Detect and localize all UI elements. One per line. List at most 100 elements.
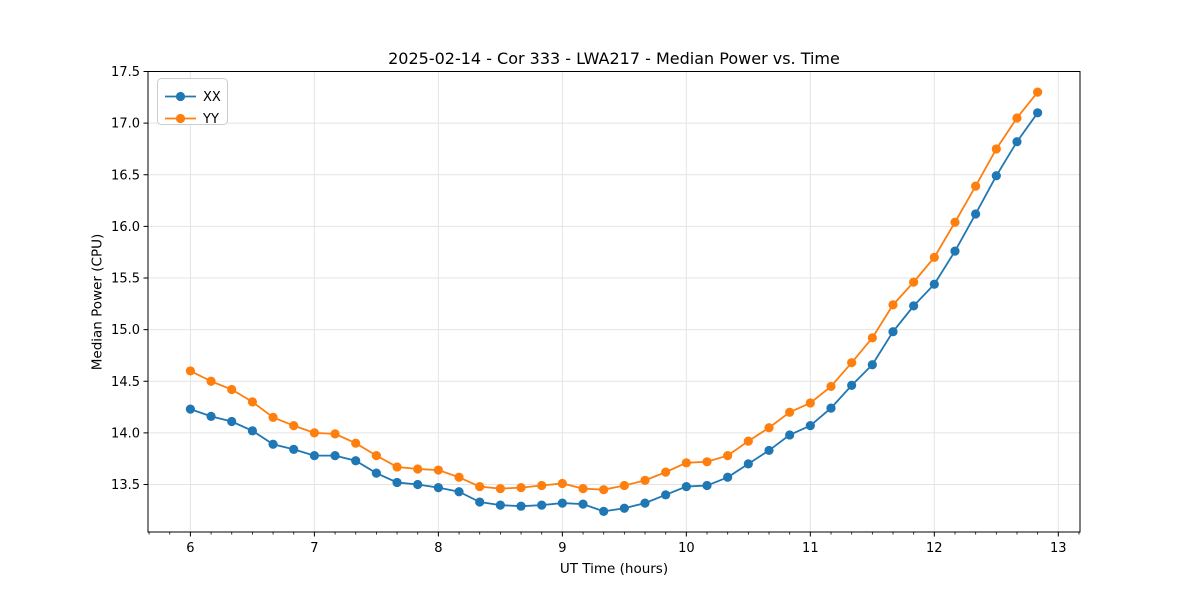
series-xx-marker xyxy=(619,503,629,513)
series-yy-marker xyxy=(681,458,691,468)
series-yy-marker xyxy=(640,475,650,485)
x-tick-label: 7 xyxy=(310,541,318,556)
series-yy-marker xyxy=(950,217,960,227)
series-yy-marker xyxy=(661,467,671,477)
series-xx-marker xyxy=(475,497,485,507)
series-xx-marker xyxy=(661,490,671,500)
series-yy-marker xyxy=(909,277,919,287)
series-xx-marker xyxy=(495,500,505,510)
series-yy-marker xyxy=(599,485,609,495)
series-yy-marker xyxy=(929,252,939,262)
series-xx-marker xyxy=(681,481,691,492)
x-tick-label: 13 xyxy=(1050,541,1067,556)
series-xx-marker xyxy=(516,501,526,511)
x-tick-label: 12 xyxy=(926,541,943,556)
x-tick-label: 6 xyxy=(186,541,194,556)
series-xx-marker xyxy=(888,327,898,337)
series-xx-marker xyxy=(247,426,257,436)
series-yy-marker xyxy=(289,421,299,431)
series-xx-marker xyxy=(557,498,567,508)
series-xx-marker xyxy=(640,498,650,508)
y-tick-label: 16.5 xyxy=(111,168,140,183)
series-yy-marker xyxy=(971,181,981,191)
series-xx-marker xyxy=(826,403,836,413)
legend-xx-label: XX xyxy=(203,90,221,105)
series-xx-marker xyxy=(433,483,443,493)
series-yy-marker xyxy=(764,423,774,433)
series-xx-marker xyxy=(537,500,547,510)
legend-xx-marker xyxy=(175,91,186,102)
series-xx-marker xyxy=(599,506,609,516)
legend-box xyxy=(157,78,228,125)
series-xx-marker xyxy=(950,246,960,256)
series-yy-marker xyxy=(888,300,898,310)
series-yy-marker xyxy=(723,450,733,461)
series-yy-marker xyxy=(1033,87,1043,97)
series-yy-marker xyxy=(413,464,423,474)
series-yy-marker xyxy=(392,462,402,472)
series-xx-marker xyxy=(702,480,712,491)
x-tick-label: 9 xyxy=(558,541,566,556)
series-xx-marker xyxy=(227,416,237,427)
series-xx-marker xyxy=(371,468,381,478)
series-yy-marker xyxy=(578,484,588,494)
series-xx-marker xyxy=(805,421,815,431)
series-xx-marker xyxy=(909,301,919,311)
series-yy-marker xyxy=(537,480,547,491)
series-yy-marker xyxy=(309,428,319,438)
series-xx-marker xyxy=(1012,137,1022,147)
series-yy-marker xyxy=(495,484,505,494)
series-yy-marker xyxy=(991,144,1001,154)
series-yy-marker xyxy=(516,483,526,493)
y-tick-label: 14.5 xyxy=(111,375,140,390)
series-yy-marker xyxy=(330,429,340,439)
series-xx-marker xyxy=(413,479,423,490)
series-xx-marker xyxy=(723,472,733,482)
series-yy-marker xyxy=(619,480,629,491)
series-yy-marker xyxy=(454,472,464,482)
y-tick-label: 17.0 xyxy=(111,117,140,132)
series-yy-marker xyxy=(785,407,795,417)
series-yy-marker xyxy=(227,384,237,395)
legend-yy-marker xyxy=(175,113,186,124)
plot-border xyxy=(147,71,1081,533)
series-xx-marker xyxy=(289,444,299,454)
series-xx-marker xyxy=(351,456,361,466)
series-xx-marker xyxy=(309,450,319,461)
series-xx-marker xyxy=(392,477,402,488)
series-xx-marker xyxy=(971,209,981,219)
series-yy-marker xyxy=(847,358,857,368)
series-xx-marker xyxy=(268,439,278,449)
series-yy-marker xyxy=(557,478,567,489)
series-yy-marker xyxy=(351,438,361,448)
y-tick-label: 13.5 xyxy=(111,478,140,493)
chart-title: 2025-02-14 - Cor 333 - LWA217 - Median P… xyxy=(388,49,840,68)
y-tick-label: 17.5 xyxy=(111,65,140,80)
x-tick-label: 10 xyxy=(678,541,695,556)
series-yy-marker xyxy=(268,412,278,422)
series-xx-marker xyxy=(847,380,857,390)
series-yy-marker xyxy=(371,450,381,461)
y-axis-label: Median Power (CPU) xyxy=(89,233,106,371)
series-yy-marker xyxy=(702,457,712,467)
series-xx-marker xyxy=(1033,108,1043,118)
series-yy-marker xyxy=(247,397,257,407)
y-tick-label: 14.0 xyxy=(111,426,140,441)
series-yy-marker xyxy=(185,366,196,376)
series-yy-marker xyxy=(867,333,877,343)
series-xx-marker xyxy=(867,360,877,370)
series-yy-marker xyxy=(206,376,216,386)
series-yy-marker xyxy=(433,465,443,475)
y-tick-label: 15.5 xyxy=(111,272,140,287)
series-xx-marker xyxy=(578,499,588,509)
series-yy-marker xyxy=(475,481,485,492)
x-tick-label: 11 xyxy=(802,541,819,556)
y-tick-label: 15.0 xyxy=(111,323,140,338)
series-xx-marker xyxy=(764,445,774,456)
series-xx-line xyxy=(190,112,1039,513)
series-xx-marker xyxy=(743,459,753,469)
series-yy-marker xyxy=(805,398,815,408)
series-xx-marker xyxy=(185,404,196,414)
series-yy-marker xyxy=(1012,113,1022,123)
